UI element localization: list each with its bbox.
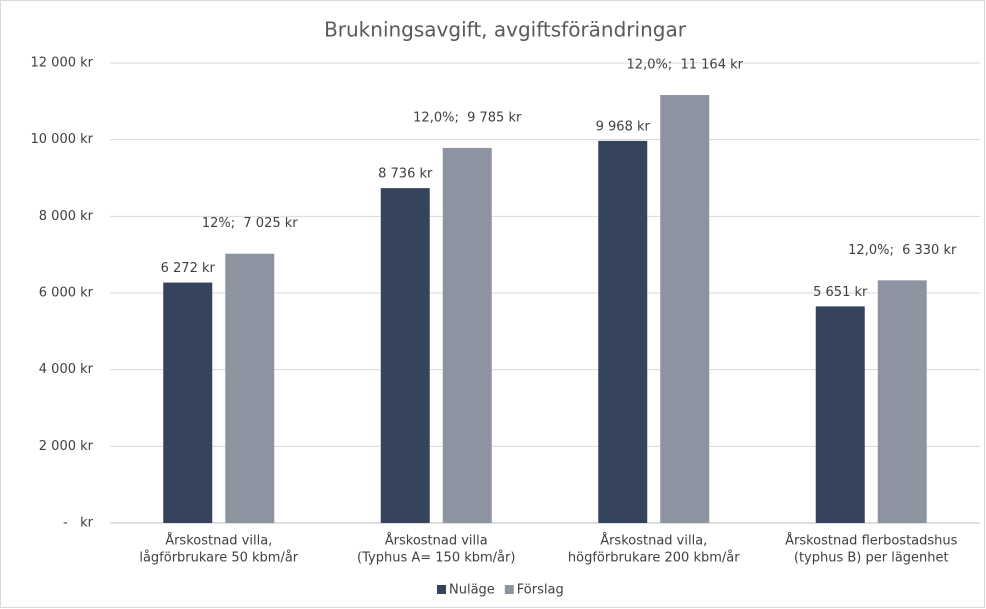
y-tick-label: 2 000 kr	[39, 439, 94, 454]
y-tick-label: 12 000 kr	[31, 56, 94, 71]
value-label: 12,0%; 9 785 kr	[413, 110, 522, 125]
value-label: 12,0%; 6 330 kr	[848, 243, 957, 258]
x-tick-label: Årskostnad villa,	[165, 533, 272, 549]
bar	[163, 282, 213, 523]
y-tick-label: 10 000 kr	[31, 132, 94, 147]
x-tick-label: Årskostnad villa,	[600, 533, 707, 549]
value-label: 8 736 kr	[378, 167, 433, 182]
bar	[380, 188, 430, 523]
bar	[877, 280, 927, 523]
bar	[225, 253, 275, 524]
y-tick-label: 4 000 kr	[39, 362, 94, 377]
value-label: 5 651 kr	[813, 285, 868, 300]
bar	[442, 147, 492, 524]
legend-label: Förslag	[517, 583, 564, 598]
legend-swatch	[437, 585, 446, 594]
value-label: 12,0%; 11 164 kr	[627, 58, 744, 73]
x-tick-label: Årskostnad flerbostadshus	[785, 533, 958, 549]
bar	[598, 140, 648, 524]
x-tick-label: lågförbrukare 50 kbm/år	[139, 551, 298, 566]
bar	[660, 95, 710, 524]
x-tick-label: Årskostnad villa	[385, 533, 488, 549]
value-label: 12%; 7 025 kr	[202, 216, 298, 231]
y-tick-label: 6 000 kr	[39, 286, 94, 301]
legend-label: Nuläge	[449, 583, 495, 598]
bar	[815, 306, 865, 523]
legend-swatch	[504, 585, 514, 594]
x-tick-label: (Typhus A= 150 kbm/år)	[357, 551, 515, 566]
y-tick-label: 8 000 kr	[39, 209, 94, 224]
value-label: 6 272 kr	[161, 261, 216, 276]
value-label: 9 968 kr	[596, 119, 651, 134]
x-tick-label: högförbrukare 200 kbm/år	[568, 551, 740, 566]
y-tick-label: - kr	[63, 516, 94, 531]
chart-title: Brukningsavgift, avgiftsförändringar	[324, 18, 687, 42]
x-tick-label: (typhus B) per lägenhet	[794, 551, 949, 566]
